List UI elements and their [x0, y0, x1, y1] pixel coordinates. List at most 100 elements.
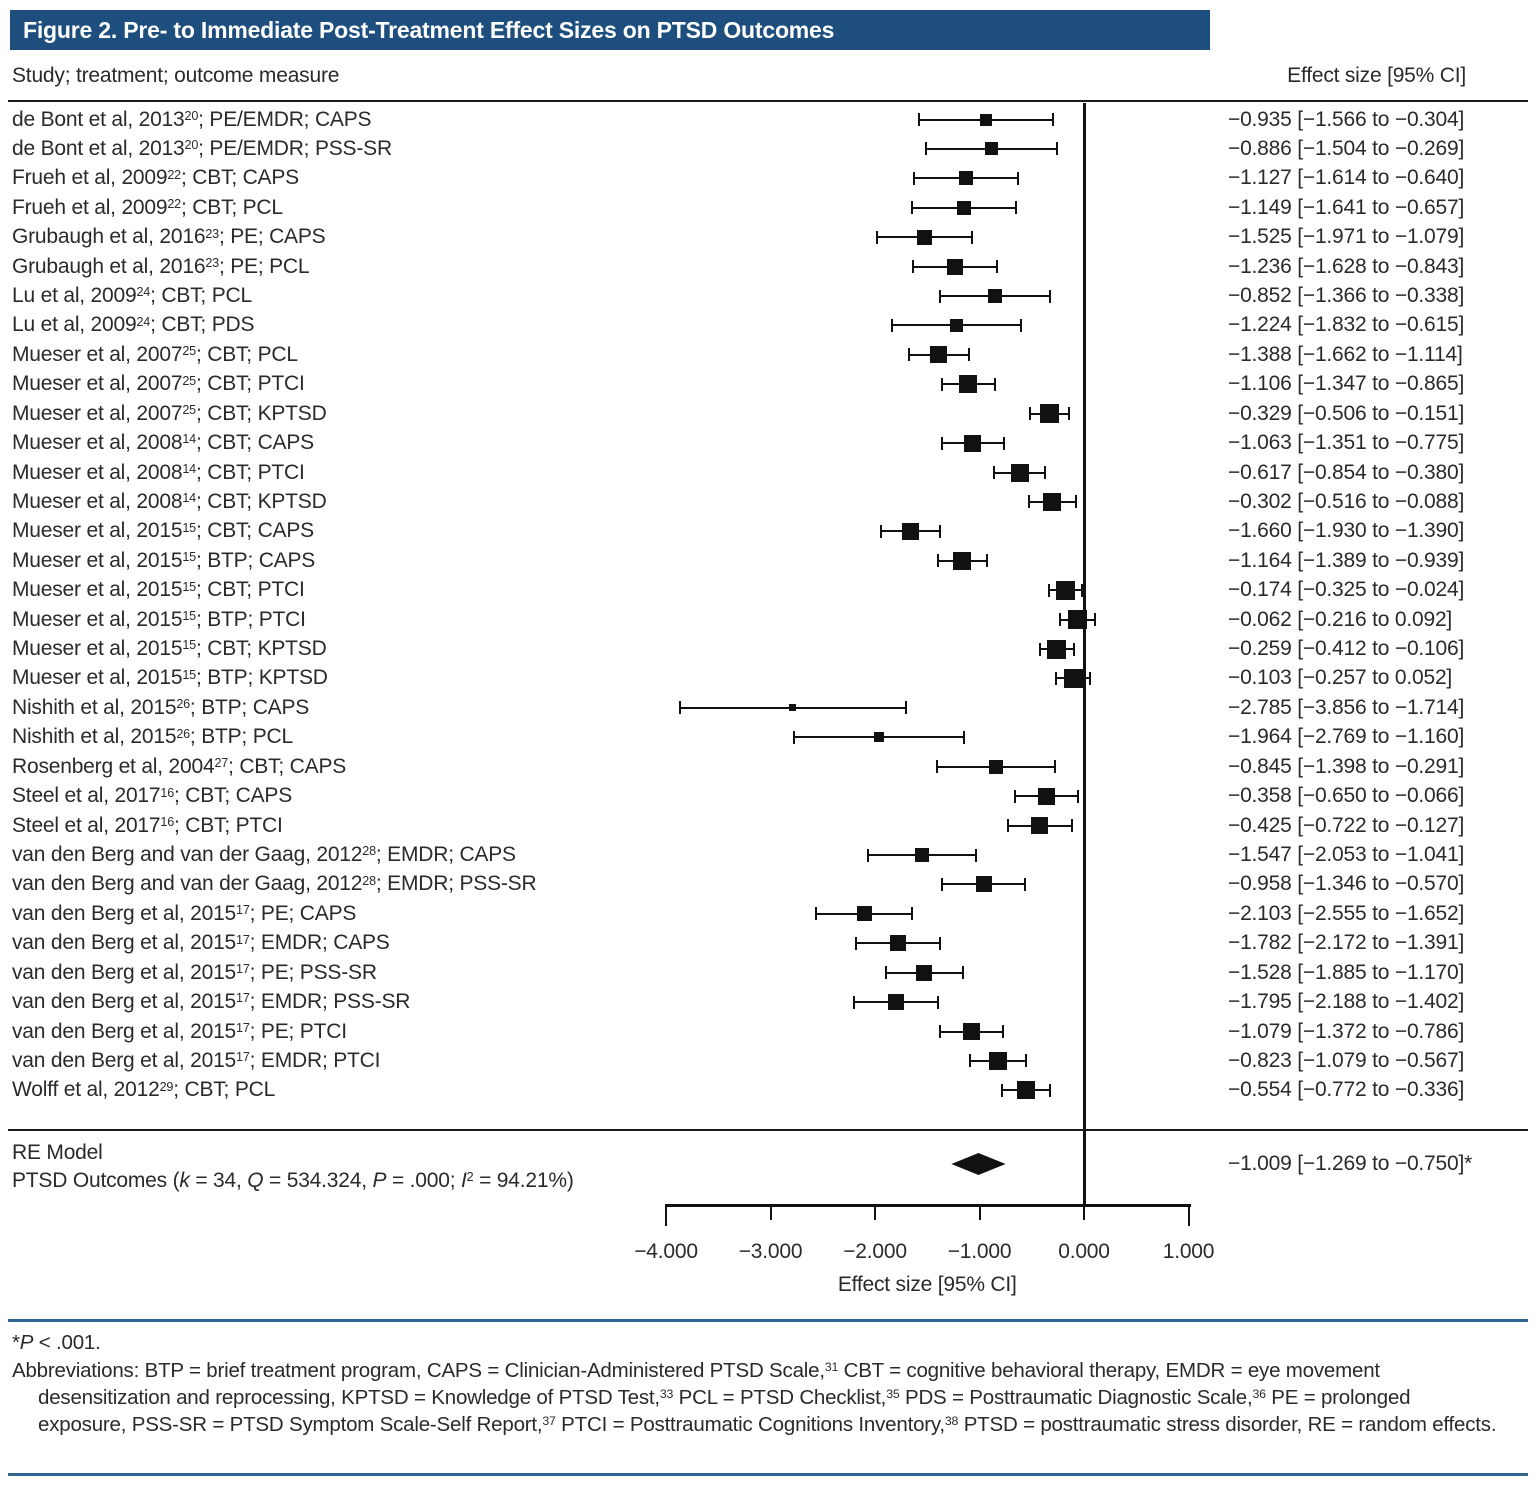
study-label: van den Berg et al, 201517; PE; PSS-SR	[12, 960, 377, 984]
study-label: Wolff et al, 201229; CBT; PCL	[12, 1078, 276, 1102]
study-label: Mueser et al, 200814; CBT; KPTSD	[12, 489, 327, 513]
effect-value: −0.259 [−0.412 to −0.106]	[1228, 637, 1465, 661]
ci-whisker-right	[971, 230, 974, 244]
header-rule	[8, 100, 1528, 102]
study-row: Mueser et al, 200725; CBT; KPTSD −0.329 […	[0, 399, 1536, 429]
study-row: van den Berg et al, 201517; PE; CAPS −2.1…	[0, 899, 1536, 929]
effect-marker	[988, 759, 1003, 774]
study-row: Steel et al, 201716; CBT; CAPS −0.358 [−0…	[0, 781, 1536, 811]
effect-marker	[856, 906, 872, 922]
effect-marker	[980, 113, 993, 126]
ci-whisker-left	[792, 730, 795, 744]
study-label: Grubaugh et al, 201623; PE; CAPS	[12, 225, 326, 249]
study-label: Mueser et al, 200725; CBT; PCL	[12, 342, 298, 366]
x-axis-tick	[978, 1204, 981, 1220]
effect-marker	[915, 848, 930, 862]
study-label: Lu et al, 200924; CBT; PDS	[12, 313, 255, 337]
effect-value: −0.958 [−1.346 to −0.570]	[1228, 872, 1465, 896]
study-row: van den Berg et al, 201517; PE; PTCI −1.0…	[0, 1017, 1536, 1047]
re-model-stats: PTSD Outcomes (k = 34, Q = 534.324, P = …	[12, 1169, 574, 1192]
effect-value: −0.302 [−0.516 to −0.088]	[1228, 489, 1465, 513]
study-row: Lu et al, 200924; CBT; PDS −1.224 [−1.832…	[0, 310, 1536, 340]
study-row: Mueser et al, 201515; BTP; PTCI −0.062 [−…	[0, 605, 1536, 635]
effect-marker	[1010, 463, 1029, 482]
effect-value: −0.425 [−0.722 to −0.127]	[1228, 813, 1465, 837]
ci-whisker-left	[867, 848, 870, 862]
effect-value: −0.886 [−1.504 to −0.269]	[1228, 136, 1465, 160]
x-axis-tick	[874, 1204, 876, 1220]
figure-title-bar: Figure 2. Pre- to Immediate Post-Treatme…	[10, 10, 1210, 50]
footnote-abbreviations: Abbreviations: BTP = brief treatment pro…	[12, 1359, 1497, 1436]
ci-whisker-right	[937, 995, 940, 1009]
effect-marker	[975, 876, 992, 893]
study-row: Mueser et al, 200725; CBT; PCL −1.388 [−1…	[0, 340, 1536, 370]
ci-whisker-left	[1006, 819, 1009, 833]
study-row: Mueser et al, 201515; BTP; KPTSD −0.103 […	[0, 663, 1536, 693]
effect-marker	[917, 229, 933, 245]
ci-whisker-right	[1052, 113, 1055, 126]
study-label: de Bont et al, 201320; PE/EMDR; CAPS	[12, 107, 372, 131]
ci-whisker-right	[1024, 877, 1027, 891]
ci-whisker-right	[1019, 318, 1022, 332]
column-header-study: Study; treatment; outcome measure	[12, 64, 340, 87]
study-label: Mueser et al, 200814; CBT; PTCI	[12, 460, 305, 484]
effect-marker	[962, 1023, 980, 1041]
study-label: Mueser et al, 201515; CBT; KPTSD	[12, 637, 327, 661]
study-label: Frueh et al, 200922; CBT; CAPS	[12, 166, 299, 190]
study-row: Mueser et al, 201515; CBT; KPTSD −0.259 […	[0, 634, 1536, 664]
ci-whisker-right	[1024, 1054, 1027, 1068]
ci-whisker-left	[941, 377, 944, 391]
study-row: Rosenberg et al, 200427; CBT; CAPS −0.845…	[0, 752, 1536, 782]
effect-value: −1.660 [−1.930 to −1.390]	[1228, 519, 1465, 543]
effect-value: −1.224 [−1.832 to −0.615]	[1228, 313, 1465, 337]
effect-value: −1.079 [−1.372 to −0.786]	[1228, 1019, 1465, 1043]
effect-marker	[873, 732, 884, 743]
study-label: Mueser et al, 201515; CBT; CAPS	[12, 519, 314, 543]
ci-whisker-right	[993, 377, 996, 391]
x-axis-tick-label: 0.000	[1058, 1240, 1110, 1263]
effect-marker	[1068, 610, 1088, 630]
ci-whisker-right	[938, 524, 941, 538]
ci-whisker-right	[975, 848, 978, 862]
effect-value: −0.174 [−0.325 to −0.024]	[1228, 578, 1465, 602]
study-row: Lu et al, 200924; CBT; PCL −0.852 [−1.366…	[0, 281, 1536, 311]
ci-whisker-right	[1048, 289, 1051, 303]
effect-value: −1.964 [−2.769 to −1.160]	[1228, 725, 1465, 749]
study-label: Mueser et al, 200814; CBT; CAPS	[12, 431, 314, 455]
ci-whisker-right	[1053, 760, 1056, 774]
study-label: Grubaugh et al, 201623; PE; PCL	[12, 254, 310, 278]
study-row: Mueser et al, 201515; CBT; CAPS −1.660 [−…	[0, 516, 1536, 546]
study-row: van den Berg et al, 201517; EMDR; PTCI −0…	[0, 1046, 1536, 1076]
ci-whisker-left	[938, 1025, 941, 1039]
study-row: Mueser et al, 201515; BTP; CAPS −1.164 [−…	[0, 546, 1536, 576]
study-row: Frueh et al, 200922; CBT; CAPS −1.127 [−1…	[0, 163, 1536, 193]
effect-marker	[988, 1051, 1007, 1070]
study-row: van den Berg et al, 201517; PE; PSS-SR −1…	[0, 958, 1536, 988]
effect-marker	[1038, 787, 1056, 805]
study-label: Mueser et al, 200725; CBT; PTCI	[12, 372, 305, 396]
effect-marker	[1043, 492, 1062, 511]
study-label: Lu et al, 200924; CBT; PCL	[12, 284, 252, 308]
study-label: Nishith et al, 201526; BTP; PCL	[12, 725, 293, 749]
study-label: van den Berg et al, 201517; EMDR; CAPS	[12, 931, 390, 955]
effect-marker	[889, 935, 906, 952]
ci-whisker-left	[940, 436, 943, 450]
ci-whisker-left	[939, 289, 942, 303]
study-row: Steel et al, 201716; CBT; PTCI −0.425 [−0…	[0, 811, 1536, 841]
ci-whisker-right	[1089, 671, 1092, 685]
ci-whisker-left	[924, 142, 927, 156]
effect-value: −1.236 [−1.628 to −0.843]	[1228, 254, 1465, 278]
study-label: Steel et al, 201716; CBT; CAPS	[12, 784, 292, 808]
effect-marker	[888, 994, 905, 1011]
ci-whisker-right	[962, 730, 965, 744]
ci-whisker-left	[941, 877, 944, 891]
ci-whisker-right	[1074, 495, 1077, 509]
ci-whisker-left	[969, 1054, 972, 1068]
ci-whisker-left	[1038, 642, 1041, 656]
x-axis-tick	[1187, 1204, 1190, 1226]
ci-whisker-left	[1059, 613, 1062, 627]
study-label: de Bont et al, 201320; PE/EMDR; PSS-SR	[12, 136, 392, 160]
ci-whisker-right	[904, 701, 907, 715]
ci-whisker-left	[918, 113, 921, 126]
ci-whisker-right	[1070, 819, 1073, 833]
